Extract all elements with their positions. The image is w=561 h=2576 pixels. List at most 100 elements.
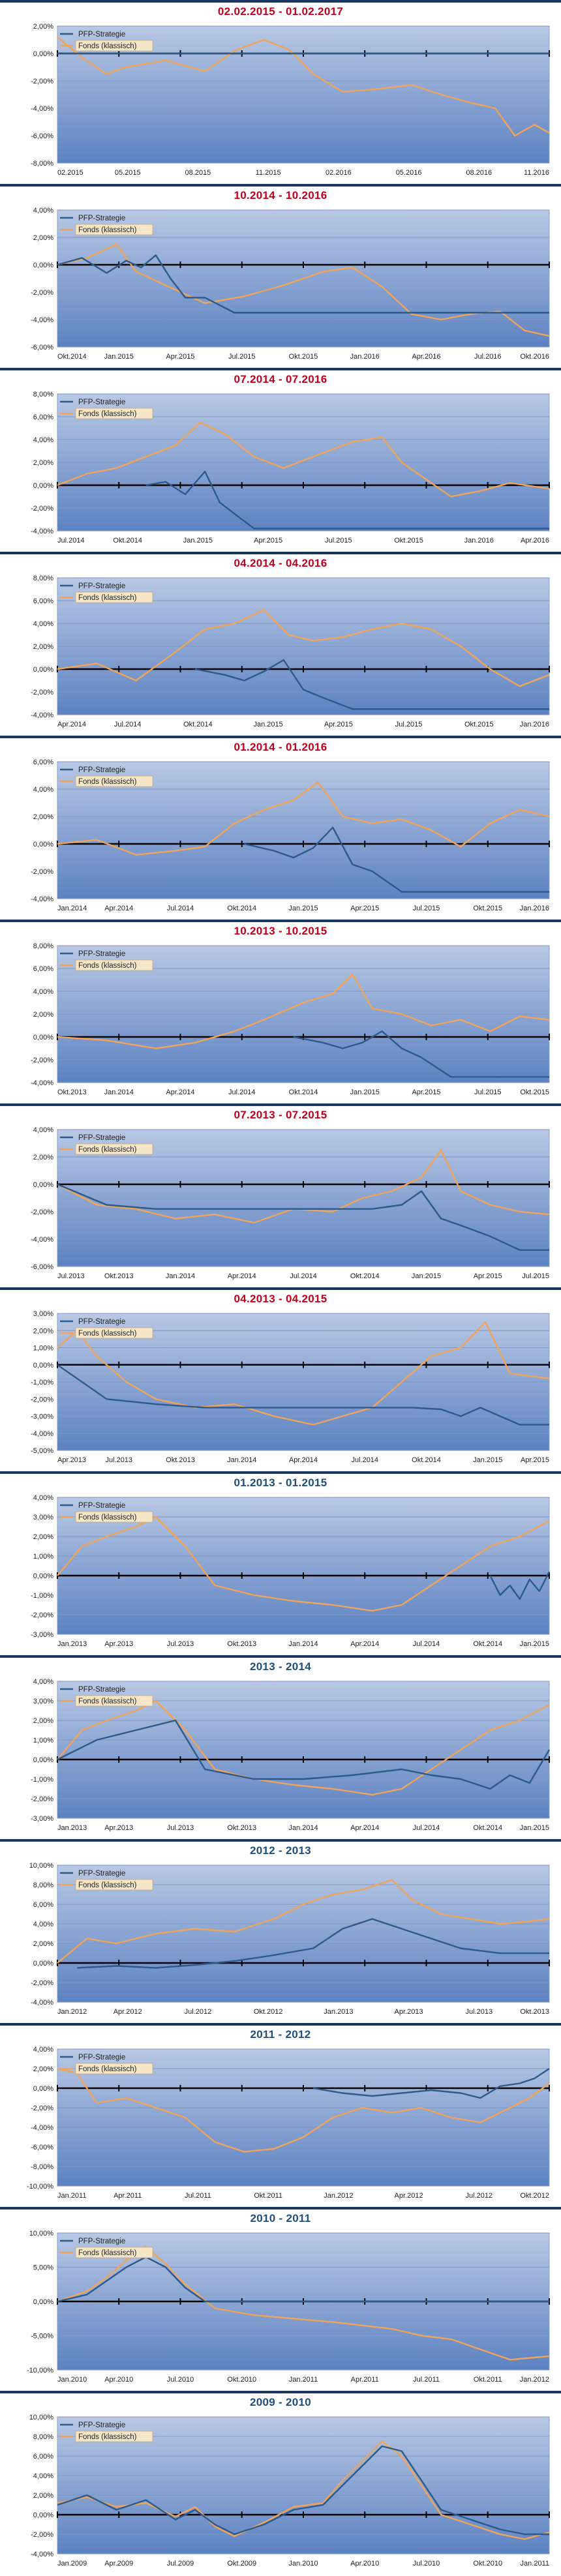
x-tick-label: Jan.2014 — [57, 905, 87, 912]
y-tick-label: -2,00% — [31, 1979, 53, 1987]
chart-panel: 04.2014 - 04.2016 8,00% 6,00% 4,00% 2,00% 0,0… — [0, 552, 561, 736]
x-tick-label: 05.2016 — [396, 169, 422, 177]
panel-separator — [0, 2207, 561, 2209]
x-tick-label: Apr.2015 — [324, 721, 353, 728]
x-tick-label: Okt.2011 — [254, 2192, 282, 2200]
y-tick-label: -2,00% — [31, 689, 53, 696]
panel-separator — [0, 920, 561, 922]
legend-label-box — [75, 2063, 153, 2074]
x-tick-label: Jul.2012 — [185, 2008, 212, 2016]
x-tick-label: 11.2015 — [256, 169, 281, 177]
series-fonds-line — [57, 36, 550, 137]
y-tick-label: -4,00% — [31, 1236, 53, 1244]
y-tick-label: 0,00% — [33, 666, 53, 674]
chart-plot: 3,00% 2,00% 1,00% 0,00% -1,00% -2,00% -3,00% -4… — [31, 1310, 550, 1464]
chart-title: 2011 - 2012 — [250, 2028, 311, 2041]
x-tick-label: Okt.2009 — [227, 2560, 256, 2568]
x-tick-label: Okt.2015 — [520, 1088, 549, 1096]
legend-entry: Fonds (klassisch) — [78, 1881, 137, 1889]
y-tick-label: 10,00% — [29, 2414, 54, 2421]
series-fonds-line — [57, 1149, 550, 1224]
y-tick-label: 0,00% — [33, 1362, 53, 1370]
x-tick-label: Apr.2014 — [350, 1640, 379, 1648]
x-tick-label: Apr.2014 — [228, 1272, 256, 1280]
x-tick-label: Apr.2012 — [395, 2192, 423, 2200]
y-tick-label: 3,00% — [33, 1514, 53, 1521]
y-tick-label: -2,00% — [31, 1611, 53, 1619]
x-tick-label: Apr.2011 — [351, 2376, 379, 2384]
x-tick-label: Jul.2010 — [413, 2560, 440, 2568]
x-tick-label: Okt.2014 — [350, 1272, 380, 1280]
x-tick-label: Okt.2014 — [473, 1640, 502, 1648]
y-tick-label: 4,00% — [33, 2472, 53, 2480]
y-tick-label: 0,00% — [33, 1034, 53, 1041]
y-tick-label: 4,00% — [33, 2046, 53, 2054]
x-tick-label: Jan.2014 — [288, 1824, 318, 1832]
chart-plot: 6,00% 4,00% 2,00% 0,00% -2,00% -4,00% Jan.2014… — [31, 758, 550, 912]
legend-entry: PFP-Strategie — [78, 2054, 125, 2061]
panel-separator — [0, 736, 561, 738]
series-fonds-line — [57, 1321, 550, 1426]
series-fonds-line — [57, 2440, 550, 2540]
y-tick-label: -2,00% — [31, 868, 53, 876]
y-tick-label: 1,00% — [33, 1737, 53, 1745]
y-tick-label: 0,00% — [33, 1181, 53, 1189]
panel-separator — [0, 0, 561, 3]
chart-plot: 2,00% 0,00% -2,00% -4,00% -6,00% -8,00% 02.201… — [31, 23, 550, 177]
y-tick-label: 6,00% — [33, 758, 53, 766]
y-tick-label: -4,00% — [31, 105, 53, 113]
legend-entry: Fonds (klassisch) — [78, 1330, 137, 1338]
series-pfp-line — [57, 1183, 549, 1251]
x-tick-label: Apr.2013 — [395, 2008, 423, 2016]
x-tick-label: Jan.2012 — [57, 2008, 87, 2016]
panel-separator — [0, 1839, 561, 1842]
chart-panel: 2011 - 2012 4,00% 2,00% 0,00% -2,00% -4,00% -6… — [0, 2023, 561, 2207]
y-tick-label: -4,00% — [31, 2124, 53, 2132]
y-tick-label: 4,00% — [33, 1126, 53, 1134]
x-tick-label: Jul.2011 — [413, 2376, 440, 2384]
y-tick-label: -6,00% — [31, 1263, 53, 1271]
y-tick-label: 3,00% — [33, 1698, 53, 1705]
y-tick-label: 4,00% — [33, 1494, 53, 1502]
x-tick-label: Jan.2009 — [57, 2560, 87, 2568]
x-tick-label: 02.2015 — [57, 169, 83, 177]
y-tick-label: 2,00% — [33, 1717, 53, 1725]
legend-entry: PFP-Strategie — [78, 31, 125, 38]
x-tick-label: Jan.2014 — [166, 1272, 195, 1280]
x-tick-label: Jul.2013 — [105, 1456, 132, 1464]
x-tick-label: Okt.2011 — [474, 2376, 502, 2384]
y-tick-label: -2,00% — [31, 2531, 53, 2539]
y-tick-label: -10,00% — [27, 2367, 53, 2374]
legend-entry: Fonds (klassisch) — [78, 1146, 137, 1154]
x-tick-label: Okt.2015 — [289, 353, 318, 361]
x-tick-label: Okt.2016 — [520, 353, 549, 361]
x-tick-label: Jul.2010 — [167, 2376, 194, 2384]
chart-panel: 07.2014 - 07.2016 8,00% 6,00% 4,00% 2,00% 0,0… — [0, 368, 561, 552]
series-fonds-line — [57, 421, 550, 498]
x-tick-label: Jan.2016 — [464, 537, 494, 545]
y-tick-label: -8,00% — [31, 160, 53, 168]
x-tick-label: Apr.2015 — [166, 353, 194, 361]
x-tick-label: Apr.2013 — [104, 1824, 133, 1832]
chart-panel: 04.2013 - 04.2015 3,00% 2,00% 1,00% 0,00% -1,… — [0, 1287, 561, 1471]
chart-panel: 01.2014 - 01.2016 6,00% 4,00% 2,00% 0,00% -2,… — [0, 736, 561, 920]
x-tick-label: Apr.2013 — [104, 1640, 133, 1648]
legend-label-box — [75, 1327, 153, 1339]
legend-entry: PFP-Strategie — [78, 1318, 125, 1326]
x-tick-label: Jan.2011 — [289, 2376, 318, 2384]
x-tick-label: Jan.2015 — [520, 1824, 549, 1832]
y-tick-label: 3,00% — [33, 1310, 53, 1318]
series-pfp-line — [57, 1364, 549, 1426]
y-tick-label: -2,00% — [31, 1795, 53, 1803]
legend-entry: Fonds (klassisch) — [78, 2065, 137, 2073]
x-tick-label: Jan.2013 — [57, 1640, 87, 1648]
x-tick-label: Jan.2012 — [520, 2376, 549, 2384]
legend-entry: Fonds (klassisch) — [78, 778, 137, 786]
y-tick-label: -1,00% — [31, 1776, 53, 1784]
y-tick-label: 10,00% — [29, 1862, 54, 1870]
y-tick-label: -4,00% — [31, 2551, 53, 2558]
legend-label-box — [75, 1695, 153, 1707]
x-tick-label: Okt.2013 — [166, 1456, 195, 1464]
x-tick-label: Apr.2014 — [104, 905, 133, 912]
chart-plot: 4,00% 2,00% 0,00% -2,00% -4,00% -6,00% Jul.201… — [31, 1126, 550, 1280]
